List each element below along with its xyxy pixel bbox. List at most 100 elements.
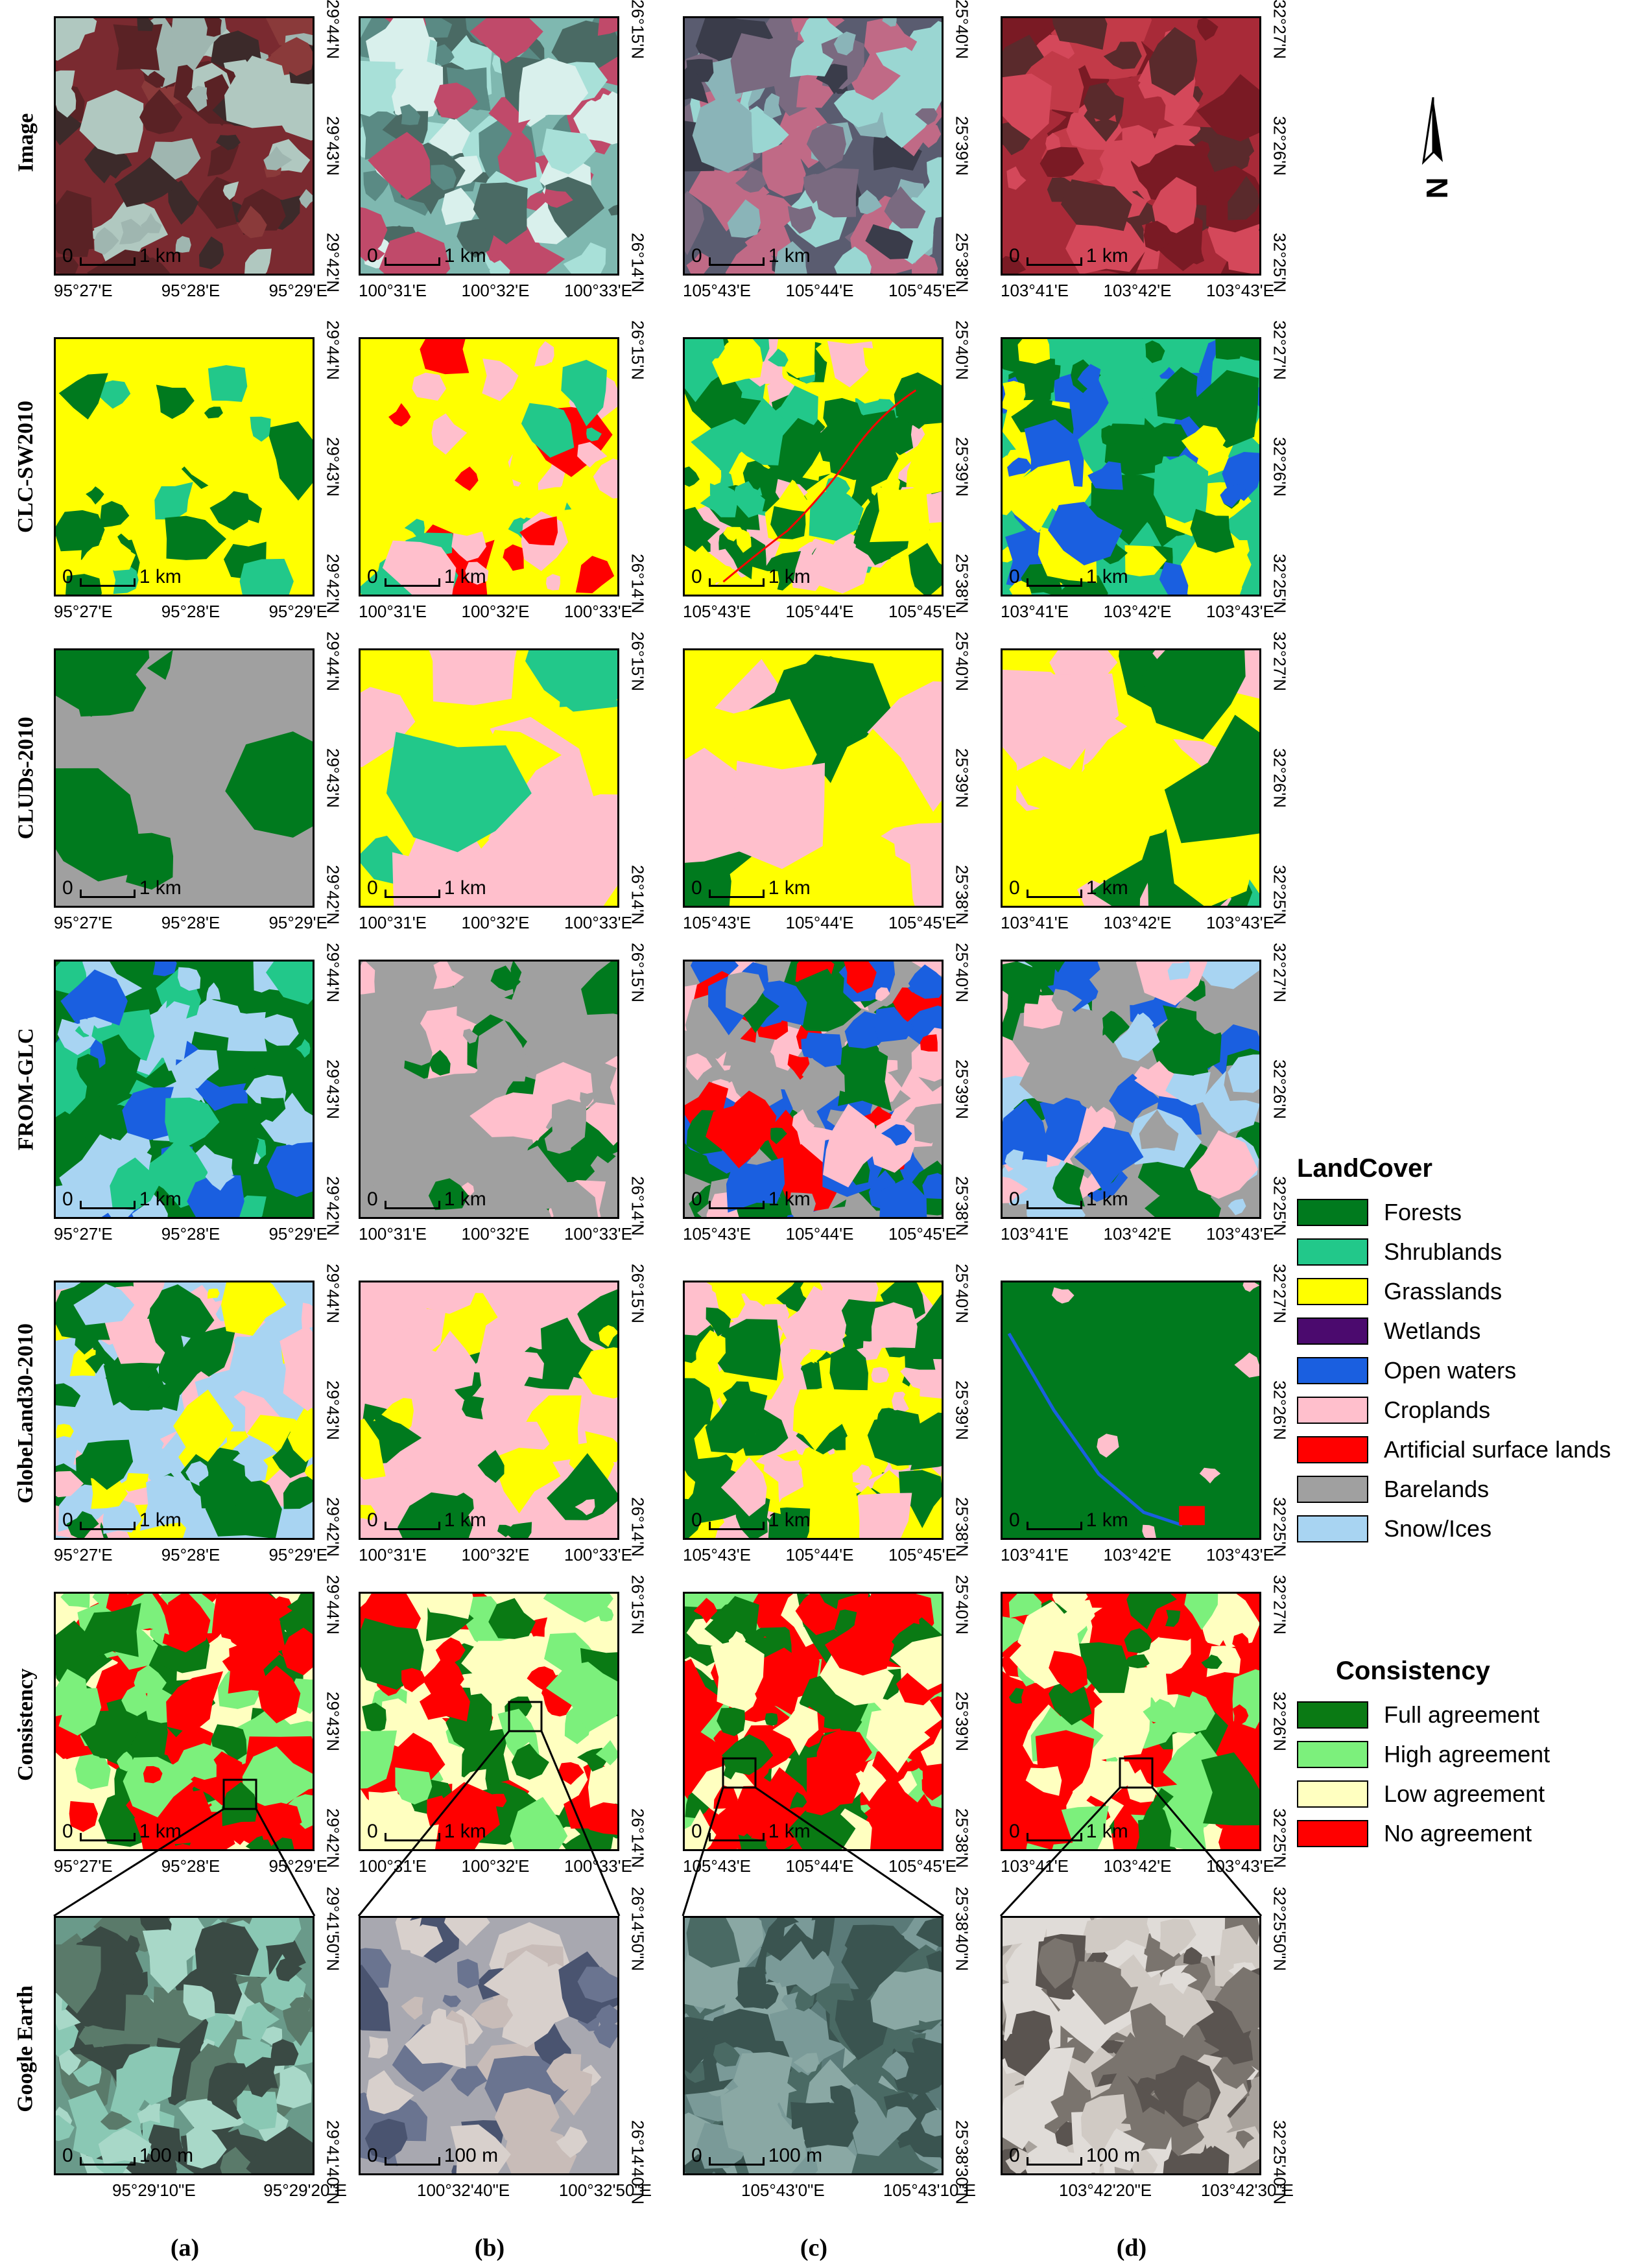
- y-tick-label: 32°27'N: [1270, 1575, 1290, 1635]
- legend-label: No agreement: [1384, 1819, 1532, 1847]
- legend-label: Forests: [1384, 1198, 1462, 1225]
- legend-swatch: [1297, 1238, 1368, 1266]
- y-tick-label: 32°27'N: [1270, 943, 1290, 1002]
- x-tick-label: 105°43'E: [683, 913, 752, 932]
- x-tick-label: 105°45'E: [888, 1856, 956, 1876]
- x-tick-label: 103°41'E: [1001, 602, 1069, 621]
- map-panel-fromglc-c: 0 1 km: [683, 960, 944, 1219]
- map-image: [685, 962, 942, 1217]
- landcover-legend-item: Shrublands: [1297, 1232, 1611, 1271]
- scale-bar-line: [384, 1833, 440, 1841]
- x-tick-label: 105°43'E: [683, 1545, 752, 1565]
- y-axis-ticks: 29°44'N 29°43'N 29°42'N: [320, 1264, 346, 1557]
- scale-bar-line: [79, 2157, 136, 2166]
- legend-label: Shrublands: [1384, 1238, 1503, 1265]
- x-tick-label: 95°29'10"E: [112, 2180, 196, 2200]
- y-tick-label: 26°15'N: [628, 1575, 648, 1635]
- scale-zero: 0: [691, 1188, 702, 1210]
- x-tick-label: 100°31'E: [359, 602, 427, 621]
- legend-label: Low agreement: [1384, 1780, 1545, 1807]
- scale-bar-line: [1026, 1522, 1082, 1530]
- scale-bar: 0 1 km: [691, 1511, 811, 1530]
- y-tick-label: 26°14'N: [628, 554, 648, 613]
- scale-bar-line: [384, 2157, 440, 2166]
- y-axis-ticks: 25°40'N 25°39'N 25°38'N: [949, 943, 975, 1236]
- scale-zero: 0: [1009, 2145, 1020, 2166]
- legend-swatch: [1297, 1356, 1368, 1384]
- scale-distance: 1 km: [768, 877, 811, 899]
- column-label-d: (d): [1116, 2234, 1147, 2262]
- y-tick-label: 32°25'50"N: [1270, 1886, 1290, 1972]
- y-tick-label: 25°39'N: [952, 1692, 972, 1751]
- scale-zero: 0: [691, 245, 702, 266]
- y-axis-ticks: 32°27'N 32°26'N 32°25'N: [1266, 632, 1292, 925]
- landcover-legend-item: Barelands: [1297, 1469, 1611, 1509]
- y-axis-ticks: 25°40'N 25°39'N 25°38'N: [949, 632, 975, 925]
- y-tick-label: 29°43'N: [323, 1692, 343, 1751]
- column-label-c: (c): [800, 2234, 828, 2262]
- map-panel-clc-a: 0 1 km: [54, 337, 315, 597]
- x-tick-label: 95°27'E: [54, 1545, 113, 1565]
- y-tick-label: 25°39'N: [952, 116, 972, 176]
- legend-title: LandCover: [1297, 1154, 1432, 1183]
- legend-label: Full agreement: [1384, 1701, 1540, 1728]
- map-image: [361, 18, 617, 274]
- map-panel-google-b: 0 100 m: [359, 1916, 619, 2175]
- scale-bar: 0 100 m: [1009, 2146, 1140, 2166]
- scale-bar-line: [384, 257, 440, 266]
- y-tick-label: 25°40'N: [952, 1575, 972, 1635]
- map-panel-cluds-a: 0 1 km: [54, 648, 315, 908]
- y-axis-ticks: 32°27'N 32°26'N 32°25'N: [1266, 0, 1292, 292]
- y-tick-label: 26°14'N: [628, 1497, 648, 1557]
- y-tick-label: 26°14'N: [628, 1808, 648, 1868]
- x-axis-ticks: 100°31'E 100°32'E 100°33'E: [359, 602, 632, 622]
- x-axis-ticks: 100°31'E 100°32'E 100°33'E: [359, 1224, 632, 1244]
- x-axis-ticks: 95°27'E 95°28'E 95°29'E: [54, 1856, 327, 1876]
- legend-swatch: [1297, 1819, 1368, 1847]
- y-tick-label: 29°42'N: [323, 865, 343, 925]
- y-tick-label: 26°15'N: [628, 320, 648, 380]
- legend-swatch: [1297, 1277, 1368, 1305]
- y-tick-label: 32°26'N: [1270, 116, 1290, 176]
- y-tick-label: 25°38'40"N: [952, 1886, 972, 1972]
- y-axis-ticks: 29°44'N 29°43'N 29°42'N: [320, 0, 346, 292]
- map-panel-consistency-d: 0 1 km: [1001, 1592, 1261, 1851]
- x-tick-label: 105°45'E: [888, 913, 956, 932]
- scale-distance: 1 km: [1086, 245, 1128, 266]
- x-tick-label: 100°31'E: [359, 1545, 427, 1565]
- landcover-legend-item: Forests: [1297, 1192, 1611, 1232]
- scale-bar-line: [1026, 1833, 1082, 1841]
- x-tick-label: 105°44'E: [785, 602, 854, 621]
- y-axis-ticks: 26°15'N 26°14'N: [624, 1575, 650, 1868]
- row-label-text: CLC-SW2010: [14, 400, 38, 534]
- map-panel-consistency-b: 0 1 km: [359, 1592, 619, 1851]
- scale-bar: 0 1 km: [1009, 246, 1128, 266]
- x-tick-label: 105°43'0"E: [741, 2180, 825, 2200]
- x-tick-label: 103°41'E: [1001, 913, 1069, 932]
- y-tick-label: 32°27'N: [1270, 632, 1290, 691]
- scale-bar-line: [384, 578, 440, 587]
- x-tick-label: 95°28'E: [161, 1545, 220, 1565]
- x-tick-label: 103°42'E: [1103, 1224, 1172, 1244]
- x-tick-label: 100°33'E: [564, 1856, 632, 1876]
- x-tick-label: 100°33'E: [564, 1545, 632, 1565]
- x-tick-label: 100°33'E: [564, 913, 632, 932]
- x-tick-label: 95°29'E: [268, 602, 327, 621]
- map-panel-clc-c: 0 1 km: [683, 337, 944, 597]
- x-tick-label: 103°43'E: [1206, 602, 1274, 621]
- scale-bar-line: [708, 578, 765, 587]
- map-image: [56, 1594, 313, 1849]
- scale-bar: 0 1 km: [691, 567, 811, 587]
- y-tick-label: 25°39'N: [952, 1380, 972, 1440]
- legend-title: Consistency: [1336, 1657, 1490, 1685]
- landcover-legend-item: Open waters: [1297, 1351, 1611, 1390]
- legend-label: Croplands: [1384, 1396, 1491, 1423]
- y-axis-ticks: 26°15'N 26°14'N: [624, 1264, 650, 1557]
- x-tick-label: 100°32'40"E: [417, 2180, 510, 2200]
- legend-swatch: [1297, 1515, 1368, 1542]
- consistency-legend-item: High agreement: [1297, 1734, 1550, 1774]
- x-axis-ticks: 103°41'E 103°42'E 103°43'E: [1001, 281, 1274, 301]
- legend-label: Wetlands: [1384, 1317, 1481, 1344]
- x-tick-label: 105°44'E: [785, 1224, 854, 1244]
- x-tick-label: 95°29'E: [268, 1856, 327, 1876]
